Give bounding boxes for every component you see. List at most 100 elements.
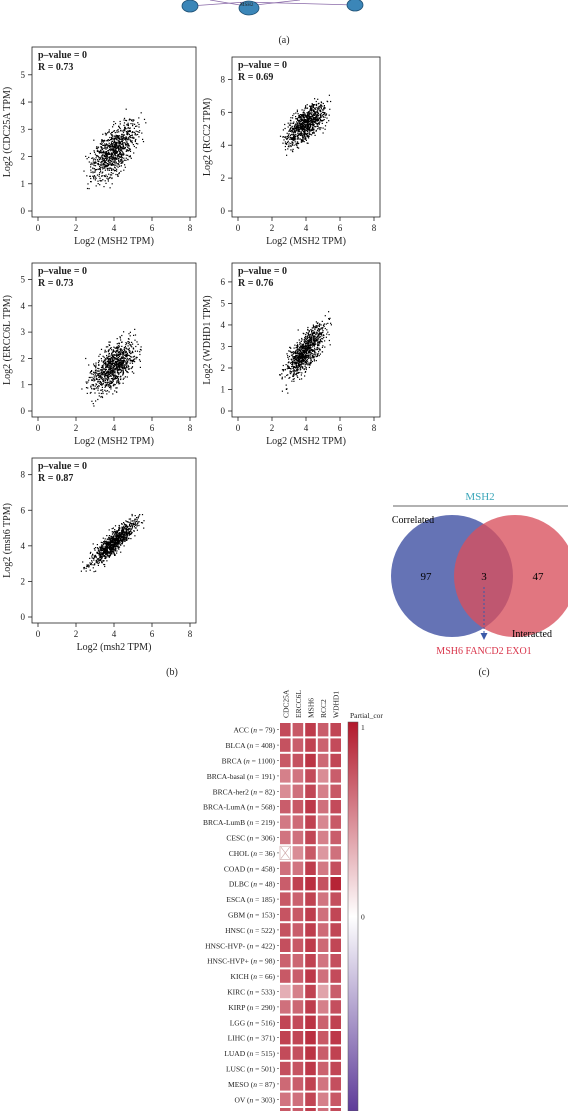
scatter-point xyxy=(321,109,324,111)
scatter-point xyxy=(313,343,315,346)
scatter-point xyxy=(300,127,302,129)
scatter-point xyxy=(306,337,308,339)
scatter-point xyxy=(301,354,303,356)
scatter-point xyxy=(314,329,316,331)
scatter-point xyxy=(309,128,311,131)
scatter-point xyxy=(98,549,100,551)
scatter-point xyxy=(99,169,101,171)
scatter-point xyxy=(302,349,304,351)
scatter-point xyxy=(321,337,323,340)
scatter-point xyxy=(302,346,304,348)
scatter-point xyxy=(294,356,297,358)
scatter-point xyxy=(307,123,309,125)
scatter-point xyxy=(128,147,130,149)
scatter-point xyxy=(297,356,299,358)
scatter-point xyxy=(112,393,114,395)
x-tick-label: 0 xyxy=(36,223,41,233)
scatter-point xyxy=(303,138,305,140)
scatter-point xyxy=(297,127,299,129)
scatter-point xyxy=(102,161,104,163)
heatmap-cell xyxy=(292,846,304,860)
scatter-point xyxy=(128,349,130,351)
scatter-point xyxy=(284,143,287,145)
scatter-point xyxy=(93,548,95,550)
scatter-point xyxy=(113,359,115,361)
scatter-point xyxy=(134,140,136,143)
scatter-point xyxy=(302,363,304,365)
scatter-point xyxy=(119,354,121,356)
scatter-point xyxy=(103,563,105,566)
heatmap-cell xyxy=(330,892,341,906)
scatter-point xyxy=(136,356,138,359)
y-tick-label: 0 xyxy=(21,206,26,216)
scatter-point xyxy=(119,165,121,167)
scatter-point xyxy=(137,517,139,519)
y-tick-label: 1 xyxy=(221,384,226,394)
scatter-point xyxy=(123,529,125,531)
scatter-point xyxy=(108,370,110,372)
scatter-point xyxy=(109,386,111,388)
scatter-point xyxy=(108,149,110,152)
heatmap-cell xyxy=(305,923,316,937)
scatter-point xyxy=(85,387,88,389)
scatter-point xyxy=(118,368,120,370)
scatter-point xyxy=(121,526,123,528)
heatmap-cell xyxy=(305,846,316,860)
scatter-point xyxy=(95,364,97,366)
scatter-point xyxy=(313,360,315,362)
scatter-point xyxy=(123,119,125,121)
scatter-point xyxy=(115,538,117,540)
scatter-point xyxy=(113,130,115,132)
scatter-point xyxy=(121,532,123,534)
scatter-point xyxy=(98,382,100,384)
scatter-point xyxy=(111,552,113,554)
scatter-point xyxy=(303,345,305,347)
venn-count-interacted: 47 xyxy=(533,571,545,583)
scatter-point xyxy=(304,364,306,366)
scatter-point xyxy=(292,122,295,124)
scatter-point xyxy=(127,532,129,534)
scatter-point xyxy=(91,376,93,378)
heatmap-cell xyxy=(317,984,329,999)
scatter-point xyxy=(296,125,298,127)
scatter-point xyxy=(125,355,127,357)
scatter-point xyxy=(128,354,130,356)
heatmap-cell xyxy=(305,969,316,983)
scatter-point xyxy=(300,117,302,119)
scatter-point xyxy=(299,122,301,124)
scatter-point xyxy=(307,121,309,123)
scatter-point xyxy=(298,359,301,361)
scatter-point xyxy=(300,364,302,366)
scatter-point xyxy=(112,546,114,548)
scatter-point xyxy=(134,361,136,363)
scatter-point xyxy=(302,138,304,140)
scatter-point xyxy=(116,152,118,154)
scatter-point xyxy=(120,135,122,137)
scatter-point xyxy=(104,555,106,557)
scatter-point xyxy=(304,129,306,131)
scatter-point xyxy=(140,346,142,348)
scatter-point xyxy=(290,361,292,364)
scatter-point xyxy=(98,151,100,153)
scatter-point xyxy=(315,100,317,103)
scatter-point xyxy=(103,541,105,543)
scatter-point xyxy=(109,139,112,141)
scatter-point xyxy=(111,143,114,145)
scatter-point xyxy=(301,129,303,131)
scatter-point xyxy=(127,150,129,152)
scatter-point xyxy=(120,362,122,364)
scatter-point xyxy=(302,127,304,129)
heatmap-cell xyxy=(317,800,329,814)
heatmap-row-label: KICH (n = 66) xyxy=(231,972,276,981)
scatter-point xyxy=(99,150,101,153)
scatter-point xyxy=(132,520,134,522)
scatter-point xyxy=(110,386,112,388)
heatmap-cell xyxy=(305,907,316,922)
scatter-point xyxy=(114,167,116,169)
scatter-point xyxy=(293,378,295,380)
scatter-point xyxy=(309,343,311,345)
scatter-point xyxy=(109,369,112,371)
scatter-point xyxy=(122,382,124,384)
scatter-point xyxy=(137,133,139,136)
scatter-point xyxy=(304,133,306,135)
